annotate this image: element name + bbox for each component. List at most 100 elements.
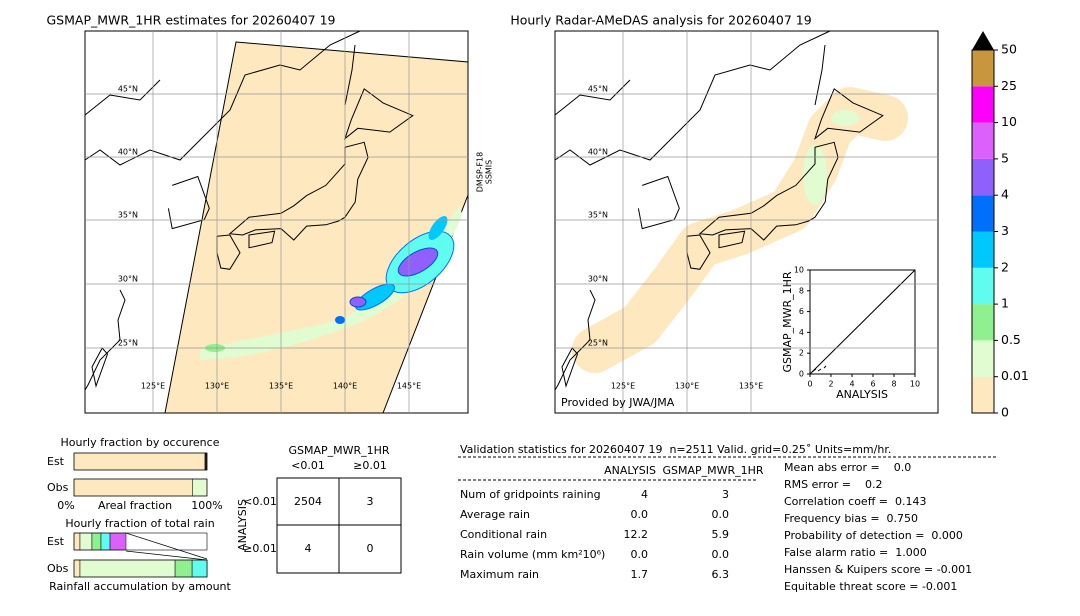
score: False alarm ratio = 1.000 (784, 546, 927, 559)
y-tick-label: 4 (799, 328, 804, 337)
right-map (554, 30, 939, 414)
x-tick-label: 0 (807, 380, 812, 389)
row-header: ≥0.01 (243, 542, 277, 555)
fraction-bar (91, 532, 102, 551)
fraction-bar (191, 559, 208, 578)
scatter-points (811, 365, 827, 373)
fraction-bar (73, 452, 206, 471)
stats-header: Validation statistics for 20260407 19 n=… (460, 443, 891, 456)
color-bin (972, 50, 994, 87)
bar-frame (73, 532, 208, 551)
score: Frequency bias = 0.750 (784, 512, 918, 525)
table-cell: 0 (367, 542, 374, 555)
colorbar-label: 2 (1001, 259, 1009, 274)
colorbar-label: 3 (1001, 223, 1009, 238)
stat-value: 1.7 (631, 568, 649, 581)
map-title: Hourly Radar-AMeDAS analysis for 2026040… (510, 13, 811, 28)
accumulation-taper (125, 532, 208, 561)
stat-value: 0.0 (631, 548, 649, 561)
lat-label: 35°N (118, 211, 138, 220)
x-tick-label: 10 (910, 380, 920, 389)
fraction-bar (79, 532, 93, 551)
map-title: GSMAP_MWR_1HR estimates for 20260407 19 (47, 13, 336, 28)
axis-label: Areal fraction (98, 499, 172, 512)
score: Mean abs error = 0.0 (784, 461, 911, 474)
lat-label: 40°N (588, 148, 608, 157)
fraction-bar (79, 559, 176, 578)
x-tick-label: 2 (828, 380, 833, 389)
lon-label: 130°E (675, 382, 699, 391)
stat-value: 12.2 (624, 528, 649, 541)
x-axis-label: ANALYSIS (836, 388, 888, 401)
colorbar-label: 5 (1001, 150, 1009, 165)
stat-value: 0.0 (712, 508, 730, 521)
table-cell: 4 (305, 542, 312, 555)
col-header: ANALYSIS (604, 464, 656, 477)
row-label: Est (47, 535, 65, 548)
stat-label: Rain volume (mm km²10⁶) (460, 548, 605, 561)
color-bin (972, 158, 994, 196)
swath (164, 41, 469, 414)
y-tick-label: 8 (799, 286, 804, 295)
satellite-label: SSMIS (485, 160, 494, 185)
scatter-inset (809, 269, 916, 375)
lat-label: 45°N (118, 85, 138, 94)
lon-label: 125°E (611, 382, 635, 391)
lon-label: 130°E (205, 382, 229, 391)
stat-value: 3 (722, 488, 729, 501)
lon-label: 135°E (739, 382, 763, 391)
table-cell: 3 (367, 495, 374, 508)
panel-title: Hourly fraction by occurence (61, 436, 220, 449)
color-bin (972, 122, 994, 159)
lat-label: 25°N (588, 339, 608, 348)
table-title: GSMAP_MWR_1HR (288, 444, 389, 457)
colorbar-label: 50 (1001, 42, 1017, 57)
fraction-bar (73, 478, 193, 497)
score: Correlation coeff = 0.143 (784, 495, 926, 508)
satellite-label: DMSP-F18 (476, 152, 485, 192)
lat-label: 35°N (588, 211, 608, 220)
color-bin (972, 304, 994, 341)
lon-label: 125°E (141, 382, 165, 391)
fraction-bar (174, 559, 193, 578)
col-header: GSMAP_MWR_1HR (662, 464, 763, 477)
fraction-bar (100, 532, 111, 551)
row-header: <0.01 (243, 495, 277, 508)
lon-label: 145°E (397, 382, 421, 391)
lat-label: 25°N (118, 339, 138, 348)
stat-value: 0.0 (712, 548, 730, 561)
colorbar-label: 10 (1001, 114, 1017, 129)
stat-value: 4 (641, 488, 648, 501)
panel-footer: Rainfall accumulation by amount (49, 580, 231, 593)
score: Probability of detection = 0.000 (784, 529, 963, 542)
col-header: ≥0.01 (353, 459, 387, 472)
rain-area (200, 205, 462, 360)
stat-value: 5.9 (712, 528, 730, 541)
stat-label: Average rain (460, 508, 530, 521)
color-bin (972, 86, 994, 123)
x-tick-label: 6 (870, 380, 875, 389)
row-label: Obs (47, 481, 69, 494)
left-map (84, 30, 469, 414)
axis-label: 100% (191, 499, 222, 512)
lat-label: 40°N (118, 148, 138, 157)
stat-label: Num of gridpoints raining (460, 488, 601, 501)
fraction-bar (192, 478, 208, 497)
lon-label: 140°E (333, 382, 357, 391)
color-bin (972, 195, 994, 232)
stat-label: Maximum rain (460, 568, 539, 581)
bar-frame (73, 452, 208, 471)
y-tick-label: 6 (799, 307, 804, 316)
lat-label: 30°N (118, 275, 138, 284)
x-tick-label: 8 (891, 380, 896, 389)
fraction-bar (73, 532, 81, 551)
colorbar-label: 0.5 (1001, 332, 1021, 347)
y-axis-label: GSMAP_MWR_1HR (781, 271, 794, 372)
fraction-bar (109, 532, 127, 551)
color-bin (972, 267, 994, 305)
row-title: ANALYSIS (236, 499, 249, 551)
colorbar-label: 4 (1001, 187, 1009, 202)
stat-value: 0.0 (631, 508, 649, 521)
colorbar-label: 1 (1001, 296, 1009, 311)
